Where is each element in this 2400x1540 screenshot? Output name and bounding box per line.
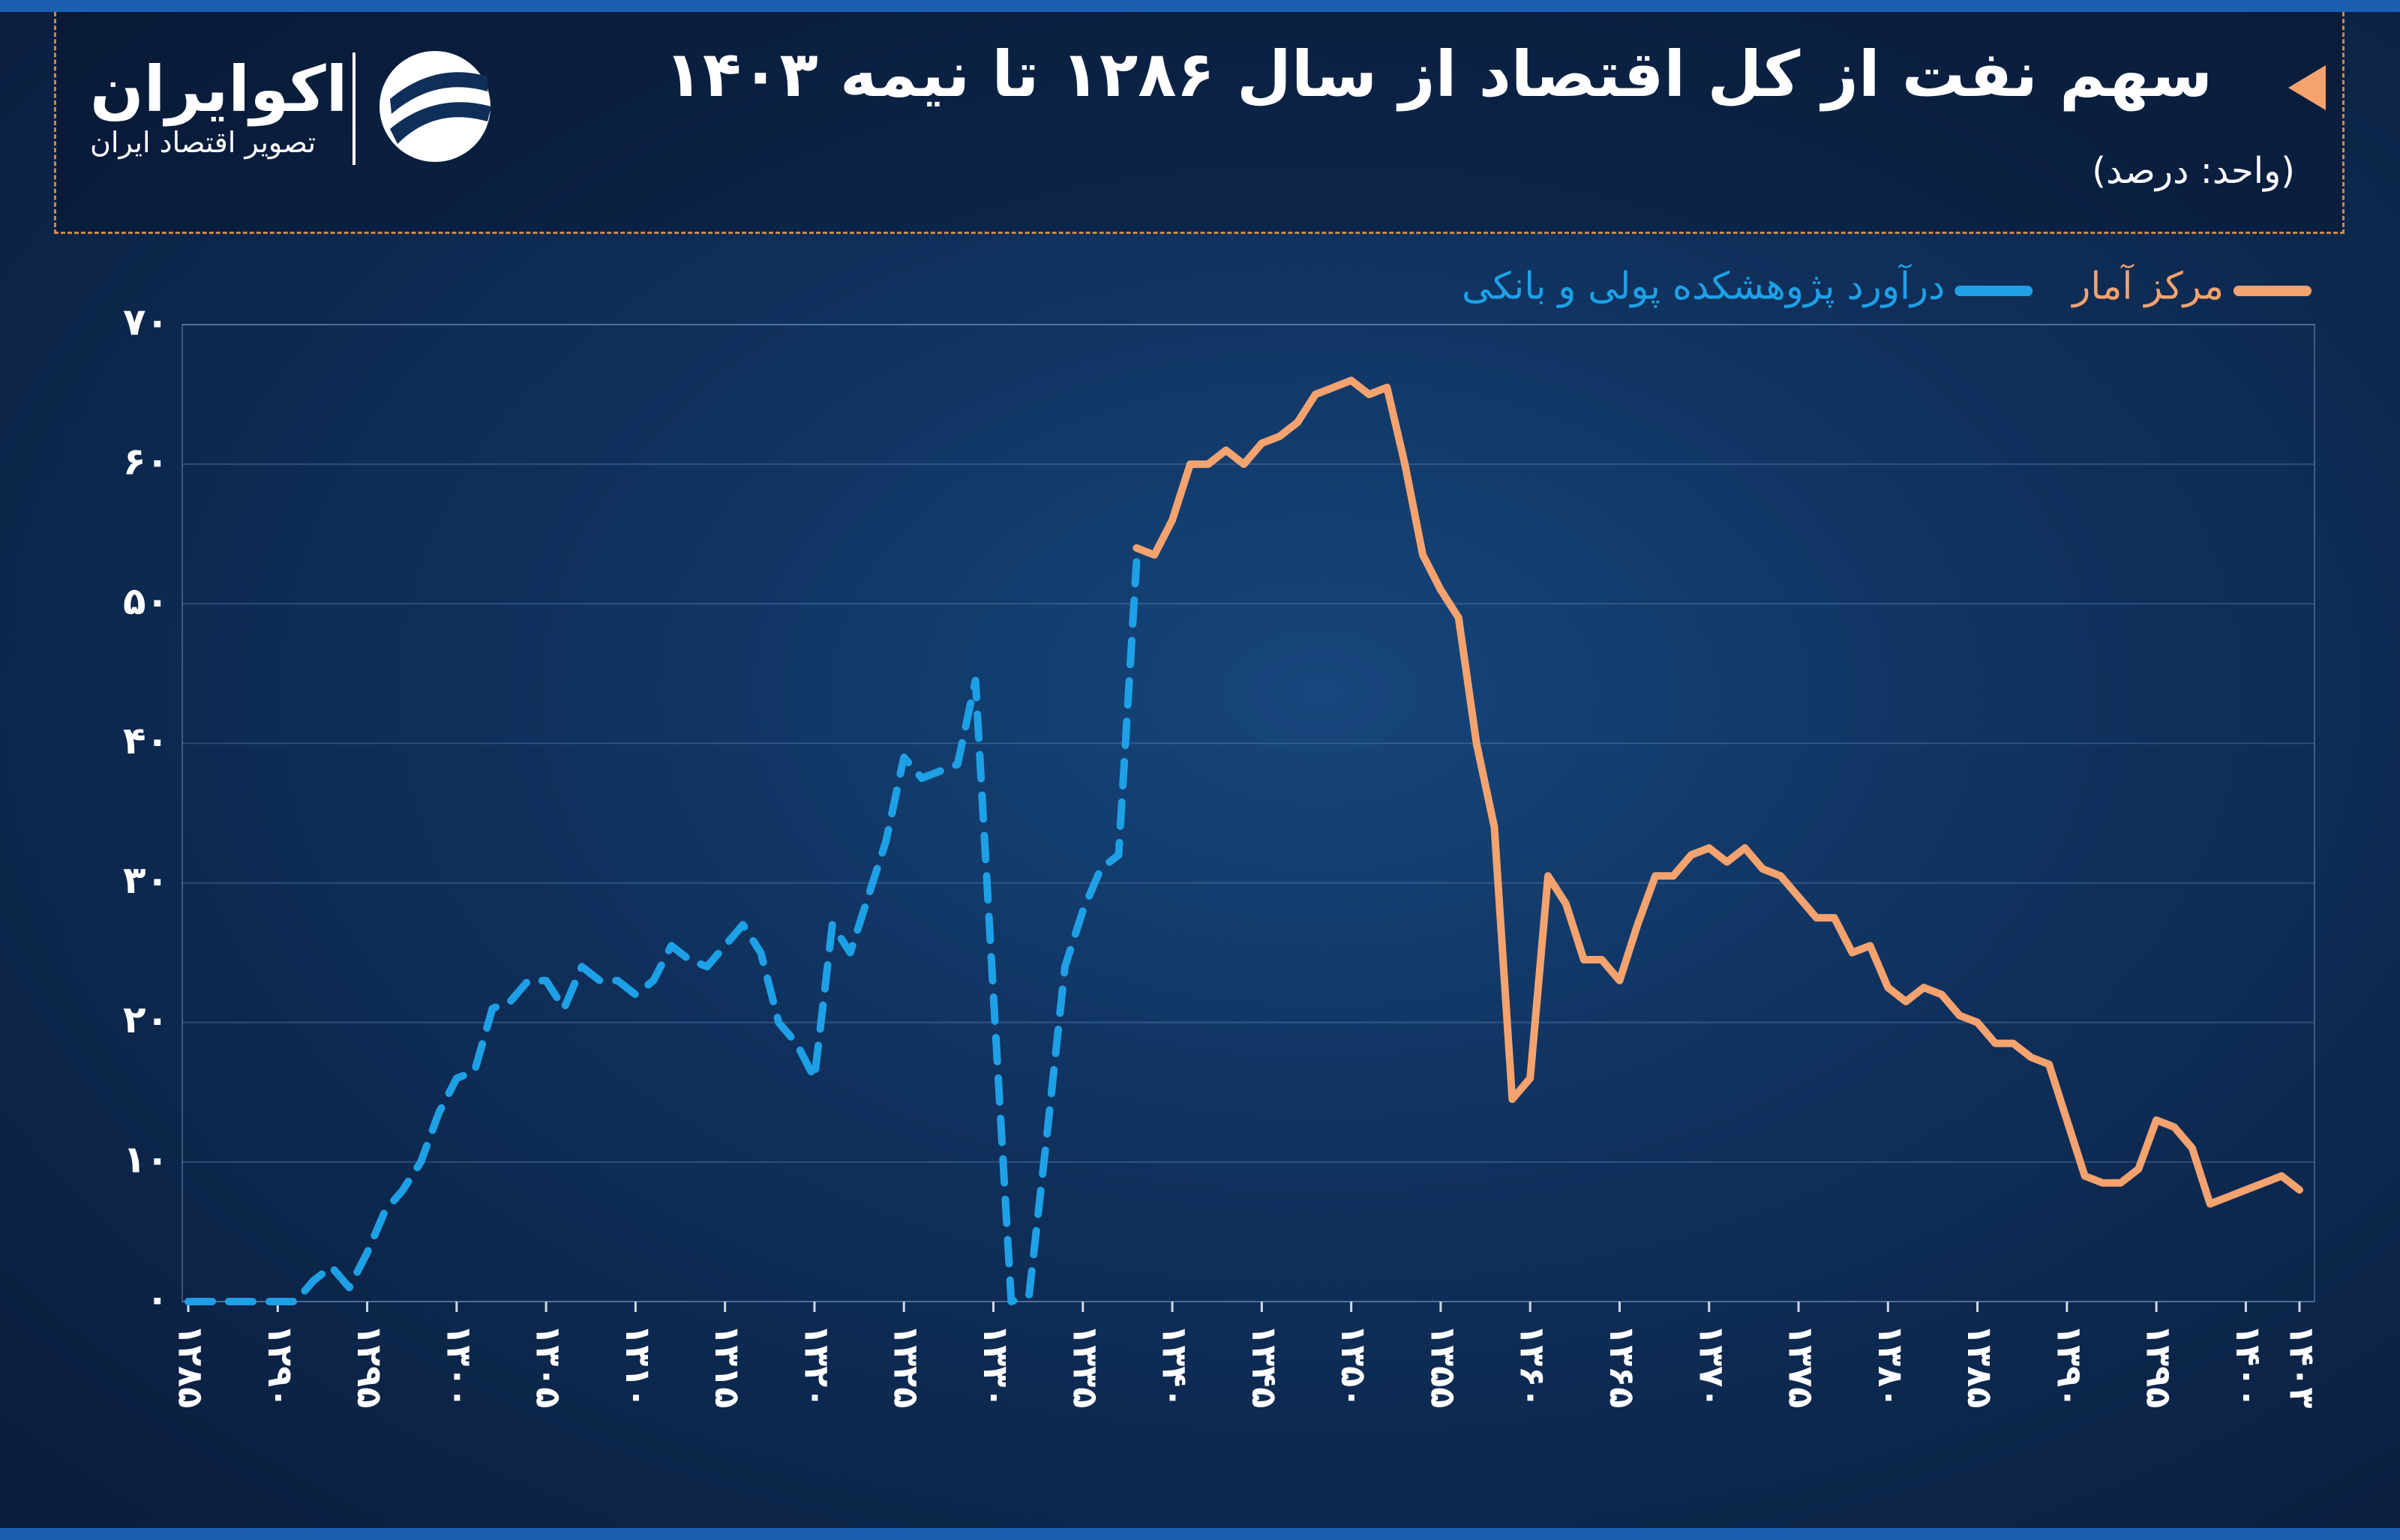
y-tick-label: ۳۰ [123,858,169,902]
x-tick-label: ۱۴۰۳ [2282,1324,2323,1408]
chart-title: سهم نفت از کل اقتصاد از سال ۱۲۸۶ تا نیمه… [664,37,2212,111]
series-line [184,558,1141,1305]
y-tick-label: ۴۰ [123,719,169,763]
x-tick-label: ۱۳۱۵ [707,1324,748,1408]
x-tick-label: ۱۳۲۵ [886,1324,927,1408]
x-tick-label: ۱۳۲۰ [796,1324,837,1408]
logo-icon [380,51,491,162]
x-tick-label: ۱۳۸۰ [1870,1324,1911,1408]
logo-divider [352,52,356,165]
x-tick-label: ۱۳۸۵ [1960,1324,2000,1408]
x-tick-label: ۱۳۳۰ [976,1324,1016,1408]
y-tick-label: ۰ [146,1278,169,1321]
x-tick-label: ۱۳۷۰ [1691,1324,1732,1408]
x-tick-label: ۱۳۰۵ [529,1324,569,1408]
y-tick-label: ۲۰ [123,998,169,1041]
y-tick-label: ۵۰ [123,580,169,623]
x-tick-label: ۱۳۵۰ [1334,1324,1374,1408]
plot-frame [182,324,2315,1302]
y-tick-label: ۱۰ [123,1137,169,1181]
legend-label: مرکز آمار [2070,264,2224,308]
x-tick-label: ۱۳۷۵ [1781,1324,1822,1408]
x-tick-label: ۱۳۴۰ [1155,1324,1196,1408]
top-strip [0,0,2400,12]
x-tick-label: ۱۳۴۵ [1244,1324,1285,1408]
x-tick-label: ۱۳۱۰ [618,1324,658,1408]
x-tick-label: ۱۳۹۰ [2049,1324,2090,1408]
x-tick-label: ۱۳۰۰ [439,1324,479,1408]
subtitle: (واحد: درصد) [2092,150,2295,192]
bottom-strip [0,1528,2400,1540]
logo-name: اکوایران [90,52,348,126]
x-tick-label: ۱۳۶۰ [1513,1324,1553,1408]
y-tick-label: ۶۰ [123,440,169,484]
x-tick-label: ۱۲۹۵ [350,1324,390,1408]
x-tick-label: ۱۲۹۰ [260,1324,301,1408]
title-marker [2288,65,2326,110]
x-tick-label: ۱۲۸۵ [171,1324,212,1408]
x-tick-label: ۱۳۵۵ [1423,1324,1463,1408]
logo-tagline: تصویر اقتصاد ایران [90,126,316,159]
x-tick-label: ۱۳۶۵ [1602,1324,1642,1408]
x-tick-label: ۱۴۰۰ [2228,1324,2269,1408]
x-tick-label: ۱۳۹۵ [2139,1324,2180,1408]
y-tick-label: ۷۰ [123,301,169,344]
x-tick-label: ۱۳۳۵ [1065,1324,1106,1408]
series-line [1132,376,2303,1208]
legend-label: درآورد پژوهشکده پولی و بانکی [1462,264,1945,309]
